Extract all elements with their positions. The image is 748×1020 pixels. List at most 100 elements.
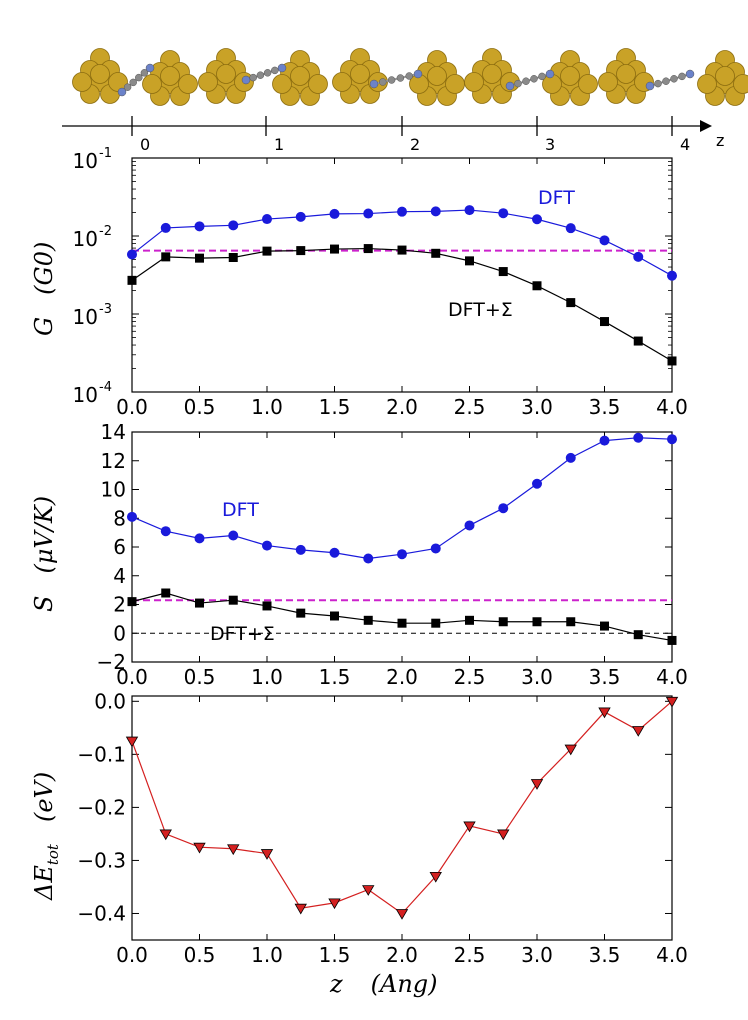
x-tick-label: 0.5	[184, 395, 216, 419]
x-tick-label: 1.0	[251, 665, 283, 689]
data-point	[600, 317, 609, 327]
y-tick-exponent: -2	[99, 224, 112, 239]
y-tick-label: −2	[97, 650, 126, 674]
data-point	[228, 220, 239, 231]
data-point	[464, 520, 475, 531]
data-point	[633, 432, 644, 443]
nitrogen-atom	[241, 75, 251, 85]
x-tick-label: 1.5	[319, 943, 351, 967]
data-point	[566, 298, 576, 308]
data-point	[193, 842, 206, 854]
data-point	[329, 208, 340, 219]
gold-atom	[178, 74, 198, 94]
z-axis-tick-label: 3	[545, 135, 555, 154]
data-point	[532, 214, 542, 225]
carbon-atom	[249, 73, 257, 82]
y-tick-exponent: -3	[99, 302, 112, 317]
carbon-atom	[538, 72, 546, 81]
nitrogen-atom	[117, 87, 127, 97]
data-point	[160, 526, 171, 537]
data-point	[530, 779, 544, 790]
data-point	[532, 281, 542, 291]
carbon-atom	[129, 78, 137, 87]
data-point	[328, 898, 341, 910]
data-point	[159, 829, 172, 841]
data-point	[397, 245, 407, 255]
data-point	[127, 275, 137, 285]
data-point	[465, 615, 474, 625]
data-point	[260, 849, 274, 860]
gold-atom	[350, 64, 370, 84]
energy-panel: 0.0 0.5 1.0 1.5 2.0 2.5 3.0 3.5 4.0 0.0 −0.1 −0.2 −0…	[30, 689, 688, 998]
x-tick-label: 3.0	[521, 943, 553, 967]
data-point	[228, 530, 239, 541]
data-point	[295, 211, 306, 222]
gold-atom	[616, 64, 636, 84]
data-point	[532, 478, 542, 489]
carbon-atom	[522, 77, 530, 85]
data-point	[566, 617, 576, 627]
carbon-atom	[405, 72, 413, 80]
carbon-atom	[678, 72, 686, 81]
data-point	[397, 206, 407, 217]
x-tick-label: 3.0	[521, 665, 553, 689]
data-point	[565, 452, 576, 463]
carbon-atom	[514, 79, 522, 88]
y-tick-label: −0.2	[77, 795, 126, 819]
dft-sigma-label: DFT+Σ	[210, 623, 275, 645]
data-point	[296, 246, 306, 256]
nitrogen-atom	[685, 69, 695, 79]
series-line	[131, 437, 673, 560]
data-point	[465, 256, 474, 266]
data-point	[195, 253, 204, 263]
data-point	[363, 553, 374, 564]
z-axis-tick-label: 0	[140, 135, 150, 154]
y-tick-label: 2	[113, 593, 126, 617]
data-point	[363, 615, 373, 625]
data-point	[667, 434, 677, 445]
data-point	[564, 744, 577, 756]
data-point	[599, 435, 610, 446]
y-tick-label: −0.4	[77, 901, 126, 925]
data-point	[633, 251, 644, 262]
data-point	[363, 244, 373, 254]
carbon-atom	[271, 66, 279, 75]
data-point	[330, 244, 339, 254]
y-tick-label: 0	[113, 621, 126, 645]
data-point	[598, 707, 611, 719]
data-point	[430, 543, 441, 554]
z-displacement-axis: z 0 1 2 3 4	[62, 116, 724, 154]
z-axis-tick-label: 1	[274, 135, 284, 154]
molecular-junction-strip	[72, 48, 748, 106]
gold-atom	[290, 66, 310, 86]
carbon-atom	[662, 77, 670, 85]
gold-atom	[697, 74, 717, 94]
x-tick-label: 2.0	[386, 943, 418, 967]
x-tick-label: 2.5	[454, 943, 486, 967]
data-point	[294, 903, 307, 915]
data-point	[429, 871, 442, 883]
x-tick-label: 0.5	[184, 943, 216, 967]
data-point	[161, 588, 171, 598]
x-tick-label: 0.5	[184, 665, 216, 689]
gold-atom	[142, 74, 162, 94]
data-point	[633, 630, 643, 640]
thermopower-panel: 0.0 0.5 1.0 1.5 2.0 2.5 3.0 3.5 4.0 −2 0 2 4 6 8 10 12 14…	[30, 420, 688, 689]
z-axis-tick-label: 2	[410, 135, 420, 154]
x-tick-label: 2.0	[386, 665, 418, 689]
data-point	[127, 511, 137, 522]
data-point	[667, 635, 677, 645]
data-point	[395, 909, 409, 920]
data-point	[262, 601, 272, 611]
data-point	[127, 249, 137, 260]
x-tick-label: 2.5	[454, 395, 486, 419]
x-tick-label: 0.0	[116, 943, 148, 967]
x-tick-label: 2.5	[454, 665, 486, 689]
data-point	[667, 270, 677, 281]
data-point	[431, 618, 441, 628]
nitrogen-atom	[645, 81, 655, 91]
carbon-atom	[140, 69, 149, 77]
plot-frame	[131, 157, 673, 393]
data-point	[497, 829, 510, 841]
y-tick-label: 8	[113, 506, 126, 530]
